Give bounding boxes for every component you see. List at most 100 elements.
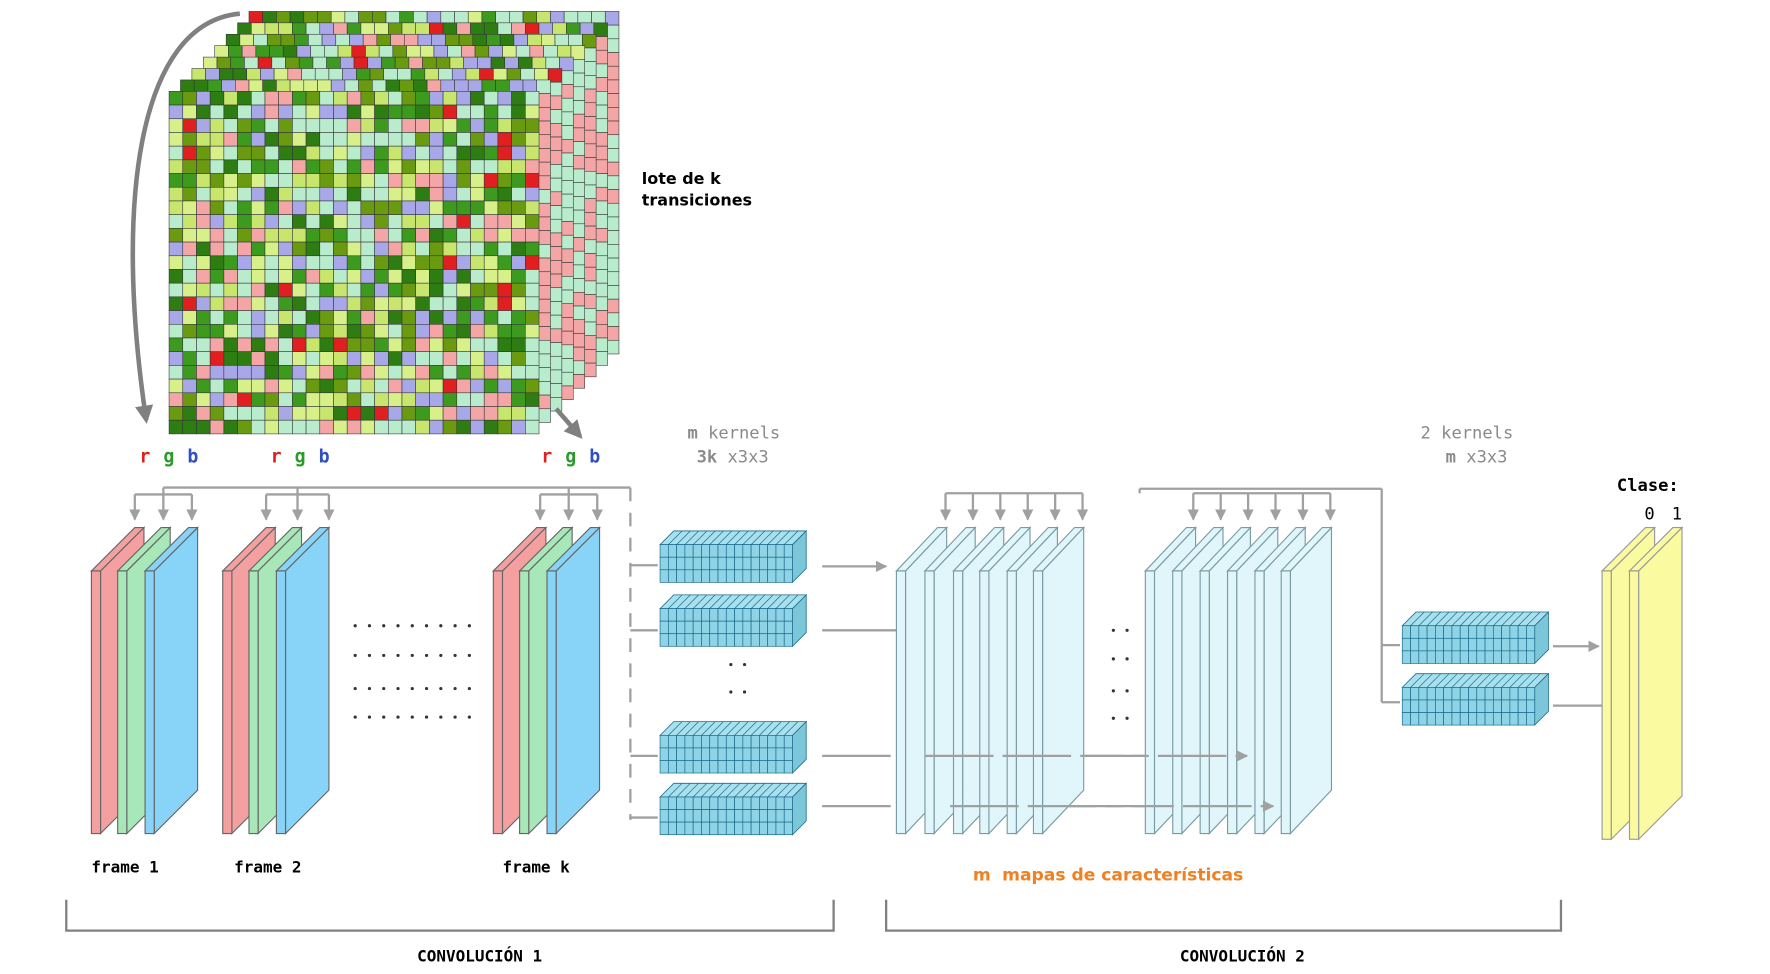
- pixel: [278, 91, 293, 106]
- pixel: [168, 337, 184, 352]
- pixel: [278, 406, 293, 421]
- frame-label: frame k: [502, 857, 570, 876]
- pixel: [209, 241, 225, 257]
- pixel: [305, 228, 321, 243]
- pixel: [305, 214, 321, 229]
- pixel: [401, 296, 416, 311]
- pixel: [497, 228, 512, 243]
- ellipsis-dot: [1111, 628, 1115, 632]
- pixel: [456, 186, 471, 202]
- pixel: [333, 104, 348, 120]
- pixel: [346, 392, 362, 407]
- block-line: [1426, 673, 1442, 688]
- block-cell: [676, 633, 686, 647]
- block-cell: [1476, 637, 1486, 652]
- pixel: [511, 419, 526, 435]
- pixel: [374, 159, 389, 174]
- pixel: [209, 173, 225, 188]
- pixel: [470, 365, 485, 380]
- pixel: [388, 104, 403, 120]
- pixel: [333, 269, 348, 284]
- pixel: [442, 310, 458, 325]
- pixel: [292, 118, 307, 133]
- block-line: [1493, 611, 1508, 626]
- pixel: [525, 118, 540, 133]
- pixel: [388, 310, 403, 325]
- pixel: [483, 324, 499, 339]
- pixel: [182, 269, 197, 284]
- block-cell: [1418, 687, 1428, 701]
- block-cell: [1484, 637, 1494, 652]
- pixel: [209, 365, 225, 380]
- pixel: [237, 173, 252, 188]
- pixel: [442, 351, 458, 366]
- pixel: [196, 324, 211, 339]
- pixel: [429, 228, 444, 243]
- block-cell: [1435, 687, 1444, 701]
- block-cell: [767, 809, 777, 823]
- block-cell: [725, 821, 735, 836]
- pixel: [209, 228, 225, 243]
- pixel: [360, 228, 375, 243]
- block-cell: [692, 809, 702, 823]
- block-cell: [783, 620, 793, 635]
- pixel: [401, 200, 416, 215]
- pixel: [415, 351, 430, 366]
- pixel: [388, 324, 403, 339]
- pixel: [305, 241, 321, 257]
- block-line: [1443, 611, 1458, 626]
- block-cell: [742, 569, 752, 583]
- pixel: [374, 91, 389, 106]
- block-line: [668, 721, 683, 736]
- pixel: [456, 228, 471, 243]
- pixel: [401, 419, 416, 435]
- pixel: [250, 282, 266, 298]
- ellipsis-dot: [1125, 716, 1129, 720]
- block-cell: [1509, 637, 1519, 652]
- pixel: [456, 282, 471, 298]
- pixel: [292, 255, 307, 270]
- kernels-1-size: 3k x3x3: [697, 447, 769, 467]
- pixel: [319, 91, 334, 106]
- block-cell: [676, 809, 686, 823]
- pixel: [388, 269, 403, 284]
- pixel: [292, 173, 307, 188]
- pixel: [470, 337, 485, 352]
- pixel: [374, 406, 389, 421]
- pixel: [470, 228, 485, 243]
- block-cell: [667, 796, 677, 810]
- block-cell: [684, 556, 694, 571]
- pixel: [456, 159, 471, 174]
- ellipsis-dot: [410, 624, 414, 628]
- block-cell: [767, 556, 777, 571]
- block-line: [1418, 611, 1433, 626]
- block-cell: [1443, 625, 1453, 639]
- pixel: [497, 337, 512, 352]
- block-cell: [725, 544, 735, 558]
- block-cell: [1451, 637, 1461, 652]
- block-cell: [750, 620, 760, 635]
- block-line: [783, 783, 799, 798]
- pixel: [525, 200, 540, 215]
- pixel: [305, 392, 321, 407]
- block-cell: [1426, 699, 1436, 713]
- pixel: [264, 337, 279, 352]
- pixel: [250, 91, 266, 106]
- pixel: [442, 145, 458, 161]
- pixel: [388, 392, 403, 407]
- ellipsis-dot: [410, 686, 414, 691]
- pixel: [292, 214, 307, 229]
- block-line: [742, 530, 757, 545]
- block-line: [1468, 611, 1483, 626]
- pixel: [305, 104, 321, 120]
- pixel: [374, 282, 389, 298]
- pixel: [346, 324, 362, 339]
- pixel: [237, 91, 252, 106]
- pixel: [346, 200, 362, 215]
- block-line: [767, 530, 782, 545]
- pixel: [292, 419, 307, 435]
- block-cell: [742, 796, 752, 810]
- block-cell: [1484, 625, 1494, 639]
- pixel: [305, 200, 321, 215]
- pixel: [401, 91, 416, 106]
